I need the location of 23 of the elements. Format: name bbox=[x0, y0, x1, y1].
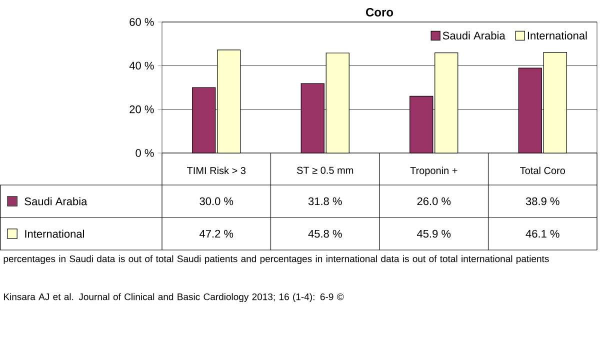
data-label: 47.2 % bbox=[200, 230, 234, 238]
data-label: 26.0 % bbox=[417, 197, 451, 206]
data-label: 46.1 % bbox=[526, 230, 560, 238]
x-tick-label: Troponin + bbox=[410, 166, 458, 176]
data-label: 38.9 % bbox=[526, 197, 560, 206]
text: percentages in Saudi data is out of total Saudi patients and percentages in international data is out of total international patients bbox=[4, 255, 549, 264]
y-tick-label: 0 % bbox=[136, 149, 154, 157]
legend-label: Saudi Arabia bbox=[442, 31, 506, 40]
y-tick-label: 40 % bbox=[129, 62, 154, 70]
y-tick-label: 60 % bbox=[130, 18, 154, 26]
text: Saudi Arabia bbox=[24, 197, 88, 206]
chart-title: Coro bbox=[366, 8, 394, 16]
text: Kinsara AJ et al. Journal of Clinical and Basic Cardiology 2013; 16 (1-4): 6-9 © bbox=[4, 293, 344, 302]
data-label: 45.9 % bbox=[417, 230, 451, 238]
data-label: 30.0 % bbox=[200, 197, 234, 206]
text: International bbox=[25, 230, 84, 238]
x-tick-label: TIMI Risk > 3 bbox=[187, 166, 246, 174]
data-label: 45.8 % bbox=[308, 230, 342, 238]
data-label: 31.8 % bbox=[308, 197, 342, 206]
x-tick-label: ST ≥ 0.5 mm bbox=[297, 166, 354, 174]
y-tick-label: 20 % bbox=[130, 105, 154, 114]
x-tick-label: Total Coro bbox=[520, 166, 565, 174]
legend-label: International bbox=[528, 31, 587, 40]
